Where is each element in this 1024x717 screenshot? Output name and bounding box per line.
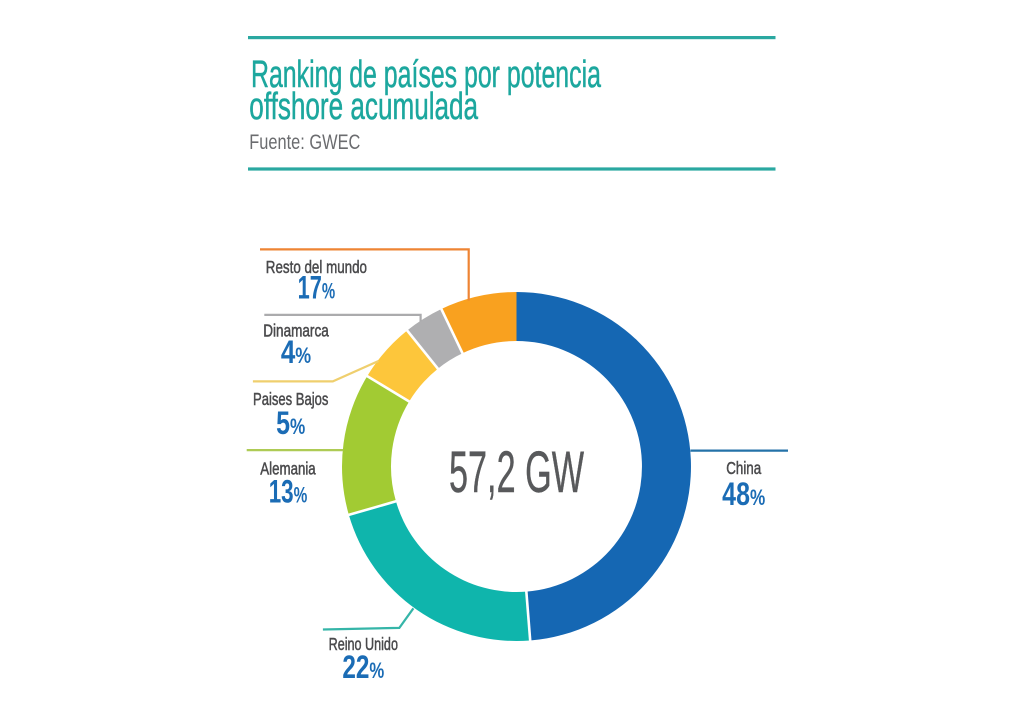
svg-text:48%: 48% [722,477,765,513]
svg-text:Reino Unido: Reino Unido [329,635,398,655]
svg-text:17%: 17% [298,269,336,305]
svg-text:4%: 4% [281,336,311,371]
svg-text:Resto del mundo: Resto del mundo [266,258,367,277]
svg-text:Ranking de países por potencia: Ranking de países por potencia [251,53,601,96]
svg-text:Alemania: Alemania [260,460,316,479]
svg-text:Paises Bajos: Paises Bajos [253,390,329,409]
svg-text:13%: 13% [269,473,308,509]
svg-text:offshore acumulada: offshore acumulada [249,84,478,127]
svg-text:5%: 5% [276,406,306,442]
svg-text:57,2 GW: 57,2 GW [449,441,584,506]
svg-text:Dinamarca: Dinamarca [263,322,329,341]
svg-text:22%: 22% [342,650,384,686]
svg-text:China: China [726,459,761,478]
svg-text:Fuente: GWEC: Fuente: GWEC [249,130,360,153]
